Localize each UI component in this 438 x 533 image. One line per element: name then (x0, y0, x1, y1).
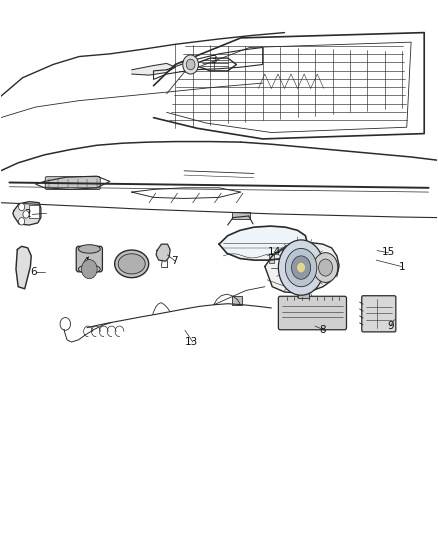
Polygon shape (132, 63, 175, 75)
FancyBboxPatch shape (297, 291, 308, 298)
Ellipse shape (118, 254, 145, 274)
Circle shape (313, 253, 338, 282)
Text: 8: 8 (320, 325, 326, 335)
FancyBboxPatch shape (279, 296, 346, 330)
Circle shape (18, 217, 25, 225)
Polygon shape (156, 244, 170, 261)
Circle shape (291, 256, 311, 279)
FancyBboxPatch shape (45, 176, 100, 189)
Circle shape (18, 203, 25, 211)
Circle shape (279, 240, 324, 295)
Circle shape (81, 260, 97, 279)
Circle shape (186, 59, 195, 70)
Ellipse shape (78, 245, 100, 253)
Circle shape (286, 248, 317, 287)
Text: 6: 6 (30, 267, 37, 277)
Text: 1: 1 (399, 262, 406, 271)
Polygon shape (13, 201, 41, 225)
FancyBboxPatch shape (76, 246, 102, 272)
Text: 2: 2 (25, 209, 31, 220)
Ellipse shape (78, 265, 100, 273)
FancyBboxPatch shape (362, 296, 396, 332)
Circle shape (23, 211, 29, 218)
FancyBboxPatch shape (232, 212, 250, 219)
Text: 7: 7 (171, 256, 178, 266)
Polygon shape (265, 243, 339, 293)
Polygon shape (219, 226, 307, 260)
Polygon shape (16, 246, 31, 289)
Ellipse shape (115, 250, 149, 278)
Text: 14: 14 (268, 247, 282, 256)
Circle shape (318, 259, 332, 276)
Text: 15: 15 (382, 247, 395, 256)
FancyBboxPatch shape (232, 296, 242, 305)
Text: 13: 13 (185, 337, 198, 347)
Text: 9: 9 (387, 321, 394, 331)
Circle shape (297, 262, 305, 273)
FancyBboxPatch shape (29, 205, 39, 217)
Text: 3: 3 (210, 55, 217, 65)
FancyBboxPatch shape (269, 254, 274, 263)
Text: 5: 5 (131, 261, 137, 270)
Text: 4: 4 (82, 257, 89, 267)
Circle shape (183, 55, 198, 74)
